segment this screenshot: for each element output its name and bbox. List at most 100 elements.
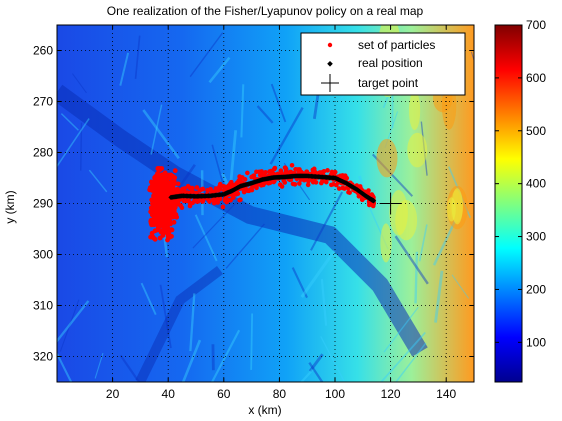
terrain-ridge bbox=[383, 306, 419, 353]
particle bbox=[233, 182, 238, 188]
particle bbox=[156, 224, 162, 230]
particle bbox=[169, 179, 175, 185]
particle bbox=[169, 227, 175, 233]
y-axis-label: y (km) bbox=[3, 190, 17, 223]
particle bbox=[165, 234, 171, 239]
terrain-ridge bbox=[320, 336, 346, 382]
real-position-marker bbox=[371, 198, 377, 204]
terrain-highland bbox=[389, 190, 408, 236]
terrain-ridge bbox=[308, 361, 324, 382]
particle bbox=[279, 184, 285, 189]
particle bbox=[161, 225, 166, 230]
terrain-ridge bbox=[320, 278, 328, 326]
terrain-ridge bbox=[380, 331, 426, 382]
terrain-ridge bbox=[119, 354, 141, 382]
colorbar bbox=[494, 24, 523, 383]
x-tick-label: 80 bbox=[273, 387, 287, 401]
particle bbox=[154, 211, 160, 217]
y-tick-label: 260 bbox=[33, 44, 53, 58]
particle bbox=[229, 179, 234, 185]
legend-marker-position bbox=[327, 61, 333, 67]
colorbar-tick-label: 200 bbox=[526, 282, 546, 296]
legend-box bbox=[300, 32, 466, 96]
terrain-ridge bbox=[434, 270, 444, 323]
particle bbox=[148, 234, 153, 240]
terrain-ridge bbox=[119, 52, 130, 86]
particle bbox=[156, 199, 162, 205]
terrain-ridge bbox=[57, 353, 73, 382]
particle bbox=[166, 172, 172, 178]
particle bbox=[231, 195, 236, 200]
y-tick-label: 290 bbox=[33, 197, 53, 211]
particle bbox=[366, 188, 371, 193]
particle bbox=[161, 207, 167, 213]
particle bbox=[148, 219, 154, 224]
particle bbox=[305, 182, 311, 188]
legend-marker-target bbox=[321, 74, 339, 92]
colorbar-tick-label: 700 bbox=[526, 18, 546, 32]
particle bbox=[182, 186, 188, 191]
terrain-ridge bbox=[299, 368, 314, 382]
particle bbox=[311, 166, 317, 172]
terrain-valley bbox=[57, 84, 428, 357]
terrain-ridge bbox=[291, 267, 308, 299]
particle bbox=[245, 170, 250, 176]
legend: set of particles real position target po… bbox=[300, 32, 466, 96]
particle bbox=[325, 168, 330, 173]
terrain-ridge bbox=[394, 235, 429, 285]
particle bbox=[163, 190, 168, 196]
terrain-ridge bbox=[432, 220, 457, 266]
particle bbox=[261, 173, 266, 178]
x-axis-label: x (km) bbox=[248, 403, 281, 417]
particle bbox=[157, 220, 163, 226]
particle bbox=[310, 179, 316, 185]
terrain-highland bbox=[376, 138, 398, 178]
particle bbox=[224, 184, 229, 190]
particle bbox=[147, 187, 153, 193]
particle bbox=[189, 186, 195, 191]
chart-title: One realization of the Fisher/Lyapunov p… bbox=[107, 4, 424, 18]
particle bbox=[242, 177, 248, 182]
particle bbox=[246, 188, 252, 193]
terrain-ridge bbox=[150, 104, 163, 155]
particle bbox=[153, 193, 159, 199]
particle bbox=[166, 217, 172, 223]
colorbar-tick-label: 300 bbox=[526, 230, 546, 244]
particle bbox=[164, 179, 170, 184]
particle bbox=[168, 189, 174, 195]
particle bbox=[278, 168, 284, 174]
particle bbox=[272, 165, 278, 171]
particle bbox=[297, 181, 302, 186]
terrain-highland bbox=[408, 91, 421, 131]
y-tick-label: 300 bbox=[33, 248, 53, 262]
particle bbox=[217, 184, 222, 190]
terrain-ridge bbox=[308, 353, 324, 372]
particle bbox=[152, 236, 158, 242]
terrain-ridge bbox=[300, 250, 336, 298]
terrain-ridge bbox=[395, 342, 427, 382]
colorbar-tick-label: 100 bbox=[526, 335, 546, 349]
x-tick-label: 20 bbox=[106, 387, 120, 401]
particle bbox=[155, 182, 160, 188]
terrain-ridge bbox=[159, 284, 172, 349]
particle bbox=[259, 169, 264, 174]
particle bbox=[220, 204, 226, 210]
x-tick-label: 100 bbox=[325, 387, 345, 401]
terrain-ridge bbox=[310, 191, 344, 251]
colorbar-tick-label: 500 bbox=[526, 124, 546, 138]
terrain-ridge bbox=[192, 198, 241, 249]
particle bbox=[155, 206, 161, 211]
particle bbox=[211, 200, 217, 206]
terrain-ridge bbox=[256, 105, 274, 124]
terrain-ridge bbox=[140, 282, 157, 315]
particle bbox=[152, 228, 158, 234]
legend-label-particles: set of particles bbox=[358, 38, 435, 52]
particle bbox=[151, 222, 157, 228]
x-axis-ticks: 20 40 60 80 100 120 140 bbox=[106, 25, 457, 401]
terrain-highland bbox=[451, 188, 463, 225]
terrain-ridge bbox=[210, 329, 241, 382]
particle bbox=[157, 196, 163, 202]
particle bbox=[160, 233, 166, 238]
particle bbox=[292, 182, 298, 187]
